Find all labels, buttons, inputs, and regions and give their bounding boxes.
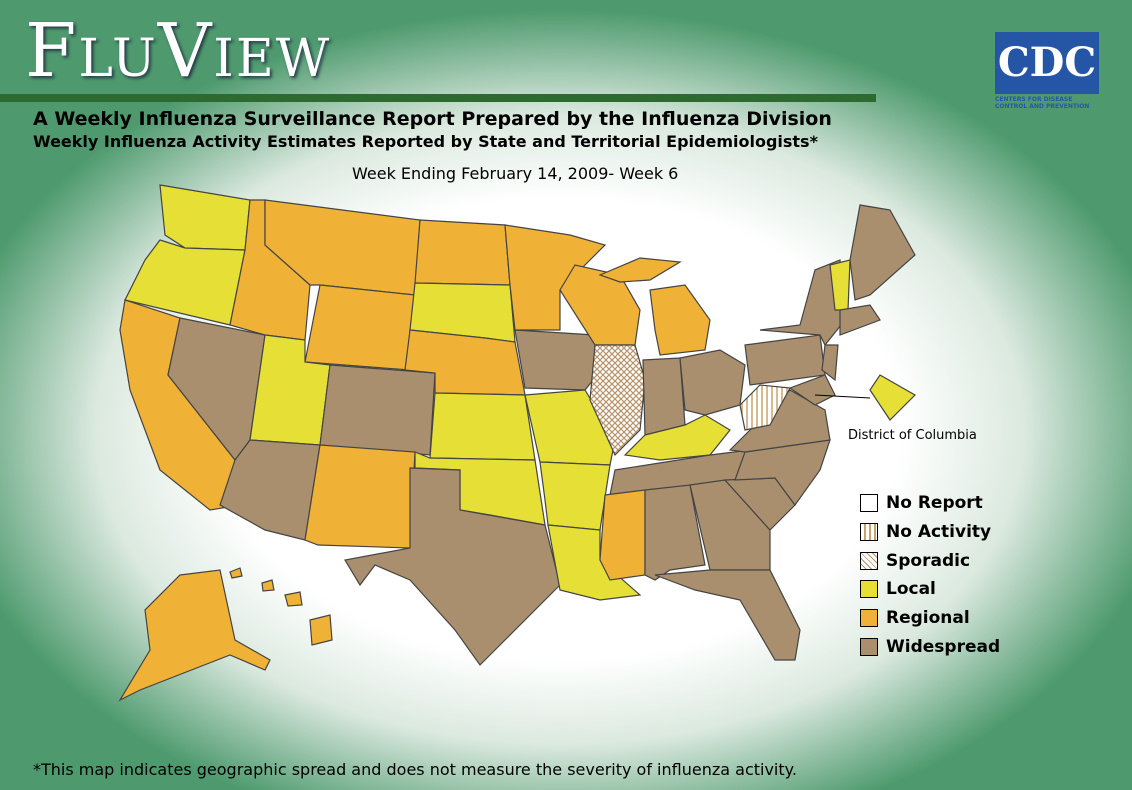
state bbox=[304, 284, 416, 371]
title: FluView bbox=[25, 8, 332, 94]
legend-label: Local bbox=[886, 579, 936, 599]
subtitle: A Weekly Influenza Surveillance Report P… bbox=[33, 108, 832, 130]
legend-item: Widespread bbox=[860, 637, 1000, 657]
legend-item: No Activity bbox=[860, 522, 991, 542]
state bbox=[679, 349, 746, 416]
state bbox=[539, 461, 611, 531]
swatch bbox=[860, 609, 878, 627]
state bbox=[598, 257, 682, 283]
legend-label: No Activity bbox=[886, 522, 992, 542]
swatch bbox=[860, 580, 878, 598]
hawaii bbox=[229, 567, 243, 579]
cdc-logo: CDC bbox=[995, 32, 1099, 94]
dc-label: District of Columbia bbox=[848, 428, 977, 443]
state bbox=[689, 479, 771, 571]
state bbox=[788, 374, 836, 406]
state bbox=[159, 184, 251, 251]
state bbox=[642, 357, 686, 436]
legend-item: Sporadic bbox=[860, 551, 970, 571]
cdc-name: Centers for Disease Control and Preventi… bbox=[995, 96, 1090, 110]
state bbox=[589, 344, 646, 457]
legend-label: Widespread bbox=[886, 637, 1001, 657]
alaska bbox=[118, 569, 271, 702]
hawaii bbox=[309, 614, 333, 646]
state bbox=[599, 489, 646, 581]
state bbox=[547, 524, 642, 601]
legend-item: Regional bbox=[860, 608, 970, 628]
state bbox=[344, 467, 561, 666]
state bbox=[849, 204, 916, 301]
state bbox=[821, 344, 839, 382]
legend-item: Local bbox=[860, 579, 936, 599]
week: Week Ending February 14, 2009- Week 6 bbox=[352, 164, 679, 183]
state bbox=[649, 284, 711, 356]
legend-label: No Report bbox=[886, 493, 983, 513]
swatch bbox=[860, 638, 878, 656]
footnote: *This map indicates geographic spread an… bbox=[33, 760, 797, 779]
state bbox=[654, 569, 801, 661]
state bbox=[524, 389, 616, 466]
hawaii bbox=[261, 579, 275, 592]
state bbox=[739, 384, 791, 431]
state bbox=[623, 414, 731, 461]
state bbox=[504, 224, 607, 331]
swatch bbox=[860, 552, 878, 570]
state bbox=[414, 219, 511, 286]
legend-item: No Report bbox=[860, 493, 983, 513]
legend-label: Sporadic bbox=[886, 551, 971, 571]
states bbox=[118, 184, 916, 702]
subtitle2: Weekly Influenza Activity Estimates Repo… bbox=[33, 132, 818, 151]
state bbox=[839, 304, 881, 336]
dc-inset bbox=[869, 374, 916, 421]
state bbox=[744, 334, 826, 386]
swatch bbox=[860, 523, 878, 541]
state bbox=[429, 392, 536, 461]
state bbox=[304, 444, 416, 549]
hawaii bbox=[284, 591, 303, 607]
dc-pointer bbox=[814, 394, 871, 399]
legend-label: Regional bbox=[886, 608, 970, 628]
swatch bbox=[860, 494, 878, 512]
title-rule bbox=[0, 94, 876, 102]
state bbox=[319, 364, 436, 456]
